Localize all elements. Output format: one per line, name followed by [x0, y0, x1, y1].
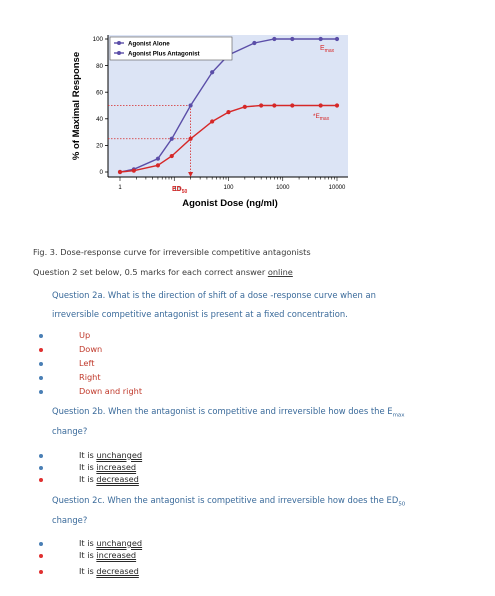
- y-axis-title: % of Maximal Response: [71, 52, 82, 160]
- bullet-icon: [39, 362, 43, 366]
- bullet-icon: [39, 454, 43, 458]
- online-link[interactable]: online: [267, 267, 293, 277]
- ed50-arrowhead: [188, 172, 194, 177]
- data-point-agonist-alone: [334, 36, 340, 42]
- q2b-option-increased[interactable]: It is increased: [79, 462, 137, 472]
- q2a-option-up[interactable]: Up: [79, 330, 91, 340]
- q2b-option-decreased[interactable]: It is decreased: [79, 474, 139, 484]
- data-point-agonist-alone: [272, 36, 277, 42]
- data-point-agonist-plus-antagonist: [210, 119, 215, 124]
- x-ticks: 1 100 1000 10000 10: [118, 177, 346, 193]
- data-point-agonist-plus-antagonist: [117, 169, 123, 175]
- y-tick-label: 20: [96, 143, 103, 150]
- data-point-agonist-alone: [252, 40, 257, 46]
- data-point-agonist-plus-antagonist: [272, 103, 277, 108]
- q2c-option-unchanged[interactable]: It is unchanged: [79, 538, 143, 548]
- data-point-agonist-plus-antagonist: [334, 103, 340, 108]
- bullet-icon: [39, 478, 43, 482]
- q2a-text-line2: irreversible competitive antagonist is p…: [52, 309, 348, 319]
- q2c-text-line2: change?: [52, 515, 88, 525]
- data-point-agonist-plus-antagonist: [242, 104, 247, 109]
- y-tick-label: 40: [96, 116, 103, 123]
- ed50-label: ED50: [172, 186, 188, 195]
- bullet-icon: [39, 348, 43, 352]
- legend-marker-agonist-alone: [117, 41, 121, 45]
- q2a-option-right[interactable]: Right: [79, 372, 101, 382]
- data-point-agonist-alone: [155, 156, 161, 161]
- figure-caption: Fig. 3. Dose-response curve for irrevers…: [33, 247, 311, 257]
- bullet-icon: [39, 334, 43, 338]
- data-point-agonist-plus-antagonist: [318, 103, 323, 108]
- x-tick-label: 10000: [329, 185, 346, 191]
- q2c-option-decreased[interactable]: It is decreased: [79, 566, 139, 576]
- q2b-text-line1: Question 2b. When the antagonist is comp…: [52, 406, 405, 419]
- q2a-option-down[interactable]: Down: [79, 344, 103, 354]
- q2a-text-line1: Question 2a. What is the direction of sh…: [52, 290, 376, 300]
- legend-marker-agonist-plus-antagonist: [117, 51, 121, 55]
- data-point-agonist-plus-antagonist: [131, 168, 136, 173]
- legend-label-agonist-plus-antagonist: Agonist Plus Antagonist: [128, 51, 200, 58]
- series-layer: [117, 36, 340, 175]
- legend-box: [109, 36, 233, 61]
- y-tick-label: 0: [100, 169, 104, 176]
- data-point-agonist-plus-antagonist: [226, 110, 231, 115]
- dose-response-chart: 0 20 40 60 80 100 1 100 1000 10000 10 Agonist Alo…: [71, 35, 348, 209]
- data-point-agonist-plus-antagonist: [188, 136, 193, 141]
- data-point-agonist-plus-antagonist: [290, 103, 295, 108]
- data-point-agonist-plus-antagonist: [155, 163, 161, 168]
- data-point-agonist-plus-antagonist: [259, 103, 264, 108]
- x-tick-label: 1: [118, 185, 122, 191]
- bullet-icon: [39, 542, 43, 546]
- data-point-agonist-alone: [188, 103, 193, 108]
- q2a-option-left[interactable]: Left: [79, 358, 95, 368]
- data-point-agonist-alone: [318, 36, 323, 42]
- ed50-guide-lines: [108, 105, 194, 177]
- bullet-icon: [39, 390, 43, 394]
- series-line-agonist-alone: [119, 38, 337, 173]
- y-tick-label: 60: [96, 89, 103, 96]
- bullet-icon: [39, 570, 43, 574]
- x-axis-title: Agonist Dose (ng/ml): [182, 198, 278, 209]
- legend: Agonist Alone Agonist Plus Antagonist: [109, 36, 233, 61]
- bullet-icon: [39, 554, 43, 558]
- data-point-agonist-alone: [210, 70, 215, 75]
- y-tick-label: 80: [96, 63, 103, 70]
- reduced-emax-label: *Emax: [313, 113, 330, 122]
- bullet-icon: [39, 376, 43, 380]
- question-intro: Question 2 set below, 0.5 marks for each…: [33, 267, 293, 277]
- data-point-agonist-plus-antagonist: [169, 153, 174, 159]
- y-ticks: 0 20 40 60 80 100: [93, 36, 108, 176]
- q2c-option-increased[interactable]: It is increased: [79, 550, 137, 560]
- emax-label: Emax: [320, 45, 335, 54]
- data-point-agonist-alone: [169, 136, 174, 141]
- bullet-icon: [39, 466, 43, 470]
- x-tick-label: 10: [174, 187, 181, 193]
- q2a-option-down-and-right[interactable]: Down and right: [79, 386, 143, 396]
- legend-label-agonist-alone: Agonist Alone: [128, 41, 170, 48]
- q2c-text-line1: Question 2c. When the antagonist is comp…: [52, 495, 406, 508]
- data-point-agonist-alone: [290, 36, 295, 42]
- y-tick-label: 100: [93, 36, 104, 43]
- q2b-option-unchanged[interactable]: It is unchanged: [79, 450, 143, 460]
- x-tick-label: 100: [223, 185, 234, 191]
- q2b-text-line2: change?: [52, 426, 88, 436]
- x-tick-label: 1000: [276, 185, 290, 191]
